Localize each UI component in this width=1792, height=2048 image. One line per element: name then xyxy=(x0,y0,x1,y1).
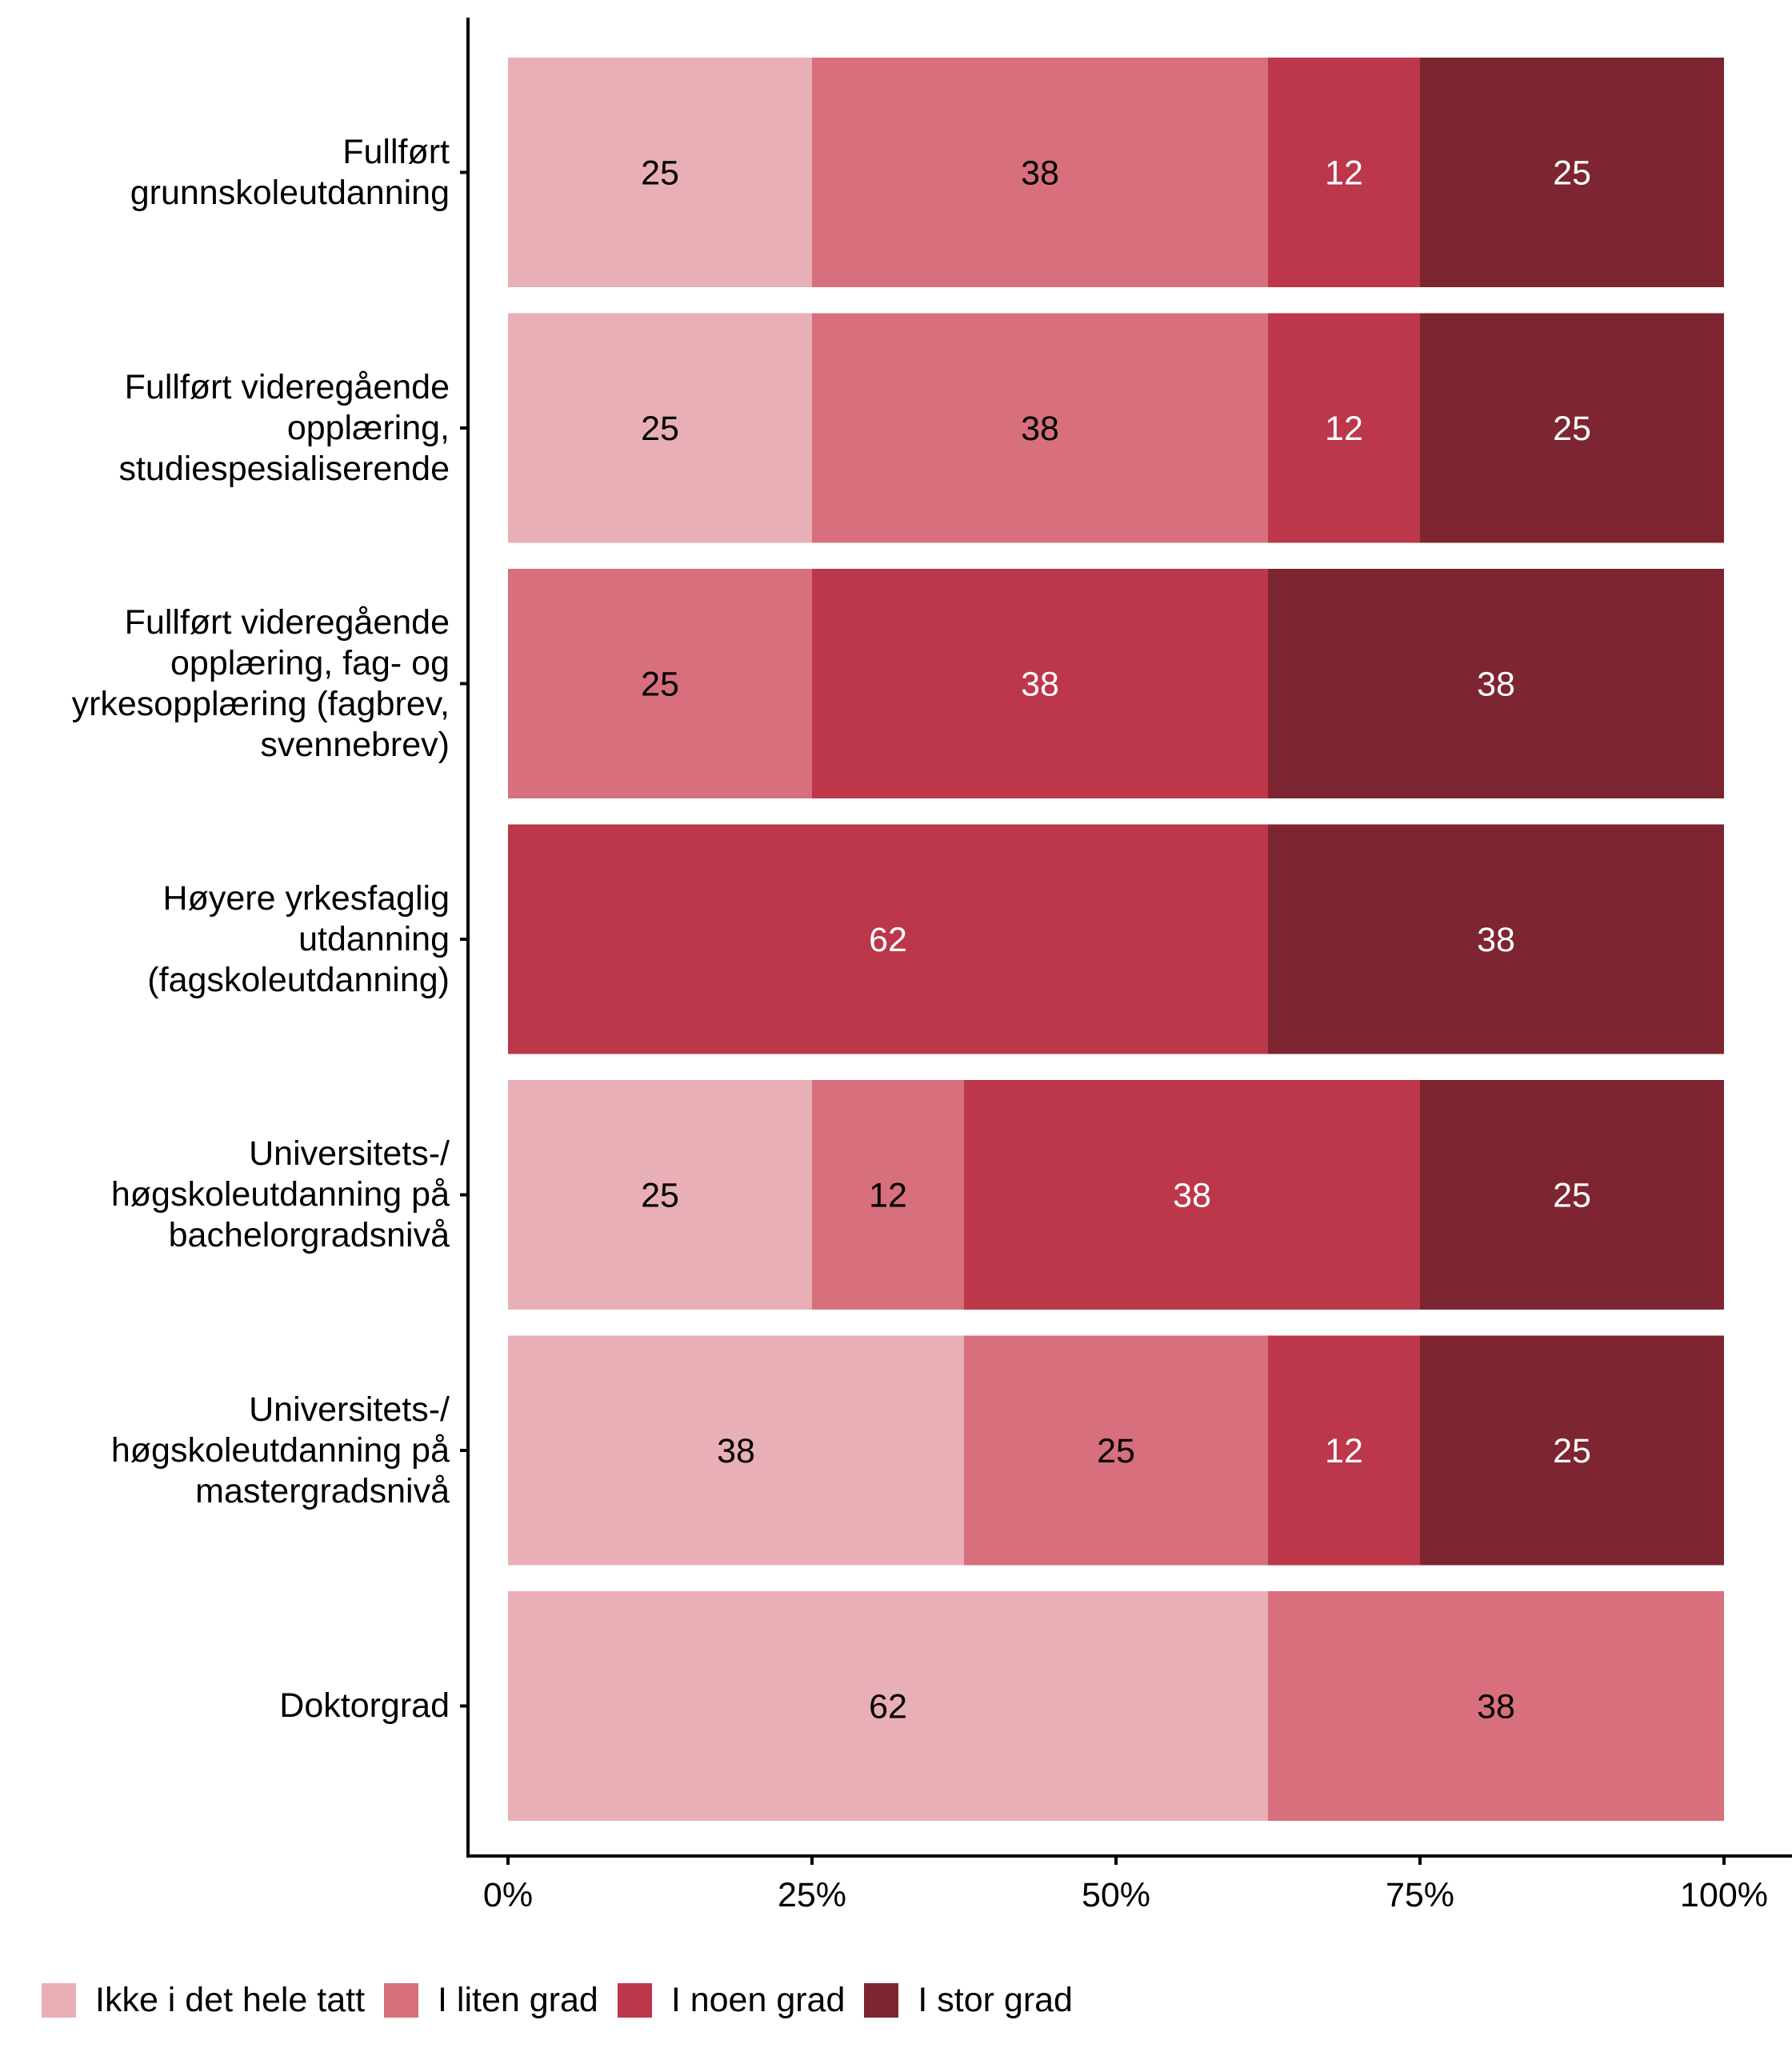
bar-segment xyxy=(812,313,1268,543)
data-label: 25 xyxy=(1553,154,1591,193)
y-axis-category-label: Universitets-/ høgskoleutdanning på mast… xyxy=(110,1390,450,1510)
legend-swatch xyxy=(384,1982,419,2018)
legend-item: I liten grad xyxy=(384,1980,598,2020)
legend: Ikke i det hele tatt I liten grad I noen g… xyxy=(42,1976,1092,2024)
bar-segment xyxy=(1268,1591,1724,1821)
bar-segment xyxy=(1420,1080,1724,1310)
y-axis-category-label: Doktorgrad xyxy=(279,1686,450,1725)
data-label: 38 xyxy=(1173,1177,1211,1215)
bar-segment xyxy=(964,1080,1420,1310)
y-axis-category-label: Fullført videregående opplæring, studies… xyxy=(118,367,450,488)
data-label: 62 xyxy=(869,1688,907,1726)
legend-label: Ikke i det hele tatt xyxy=(95,1981,366,2019)
bar-segment xyxy=(1268,824,1724,1054)
data-label: 25 xyxy=(1553,410,1591,448)
data-label: 62 xyxy=(869,921,907,959)
legend-item: I noen grad xyxy=(617,1980,846,2020)
data-label: 25 xyxy=(1097,1432,1135,1470)
data-label: 38 xyxy=(1477,921,1515,959)
bars-group: 25 38 12 25 25 38 12 25 25 38 38 62 38 25 12 38 25 38 25 12… xyxy=(508,58,1724,1821)
x-axis-tick-label: 100% xyxy=(1680,1876,1768,1914)
bar-segment xyxy=(1268,1335,1420,1566)
bar-segment xyxy=(1420,58,1724,287)
y-axis-category-label: Universitets-/ høgskoleutdanning på bach… xyxy=(110,1134,450,1254)
data-label: 25 xyxy=(641,410,679,448)
bar-segment xyxy=(812,58,1268,287)
x-axis-tick-label: 0% xyxy=(482,1876,534,1914)
x-axis-tick-label: 75% xyxy=(1385,1876,1455,1914)
axes-group xyxy=(460,18,1792,1865)
legend-label: I stor grad xyxy=(918,1981,1073,2019)
legend-swatch xyxy=(617,1982,652,2018)
data-label: 25 xyxy=(641,666,679,704)
data-label: 25 xyxy=(641,1177,679,1215)
bar-segment xyxy=(812,569,1268,798)
data-label: 12 xyxy=(1325,154,1363,193)
legend-swatch xyxy=(864,1982,899,2018)
data-label: 12 xyxy=(1325,410,1363,448)
bar-segment xyxy=(508,569,812,798)
legend-swatch xyxy=(42,1982,76,2018)
data-label: 25 xyxy=(641,154,679,193)
x-axis-tick-label: 50% xyxy=(1081,1876,1151,1914)
bar-segment xyxy=(508,58,812,287)
bar-segment xyxy=(508,1591,1268,1821)
bar-segment xyxy=(964,1335,1268,1566)
bar-segment xyxy=(1268,313,1420,543)
x-axis-tick-label: 25% xyxy=(777,1876,847,1914)
data-label: 12 xyxy=(869,1177,907,1215)
data-label: 38 xyxy=(717,1432,755,1470)
bar-segment xyxy=(508,1080,812,1310)
legend-item: Ikke i det hele tatt xyxy=(42,1980,365,2020)
y-axis-category-label: Høyere yrkesfaglig utdanning (fagskoleut… xyxy=(147,878,450,999)
data-label: 38 xyxy=(1021,154,1059,193)
bar-segment xyxy=(1268,569,1724,798)
legend-label: I liten grad xyxy=(438,1981,598,2019)
legend-item: I stor grad xyxy=(864,1980,1073,2020)
y-axis-category-label: Fullført videregående opplæring, fag- og… xyxy=(71,602,450,764)
legend-label: I noen grad xyxy=(670,1981,846,2019)
bar-segment xyxy=(508,1335,964,1566)
data-label: 38 xyxy=(1477,1688,1515,1726)
bar-segment xyxy=(1420,1335,1724,1566)
data-label: 38 xyxy=(1021,410,1059,448)
data-label: 12 xyxy=(1325,1432,1363,1470)
bar-segment xyxy=(508,824,1268,1054)
y-axis-category-label: Fullført grunnskoleutdanning xyxy=(130,132,450,212)
bar-segment xyxy=(1420,313,1724,543)
data-label: 25 xyxy=(1553,1177,1591,1215)
data-label: 38 xyxy=(1021,666,1059,704)
data-label: 38 xyxy=(1477,666,1515,704)
bar-segment xyxy=(508,313,812,543)
data-label: 25 xyxy=(1553,1432,1591,1470)
bar-segment xyxy=(1268,58,1420,287)
bar-segment xyxy=(812,1080,964,1310)
